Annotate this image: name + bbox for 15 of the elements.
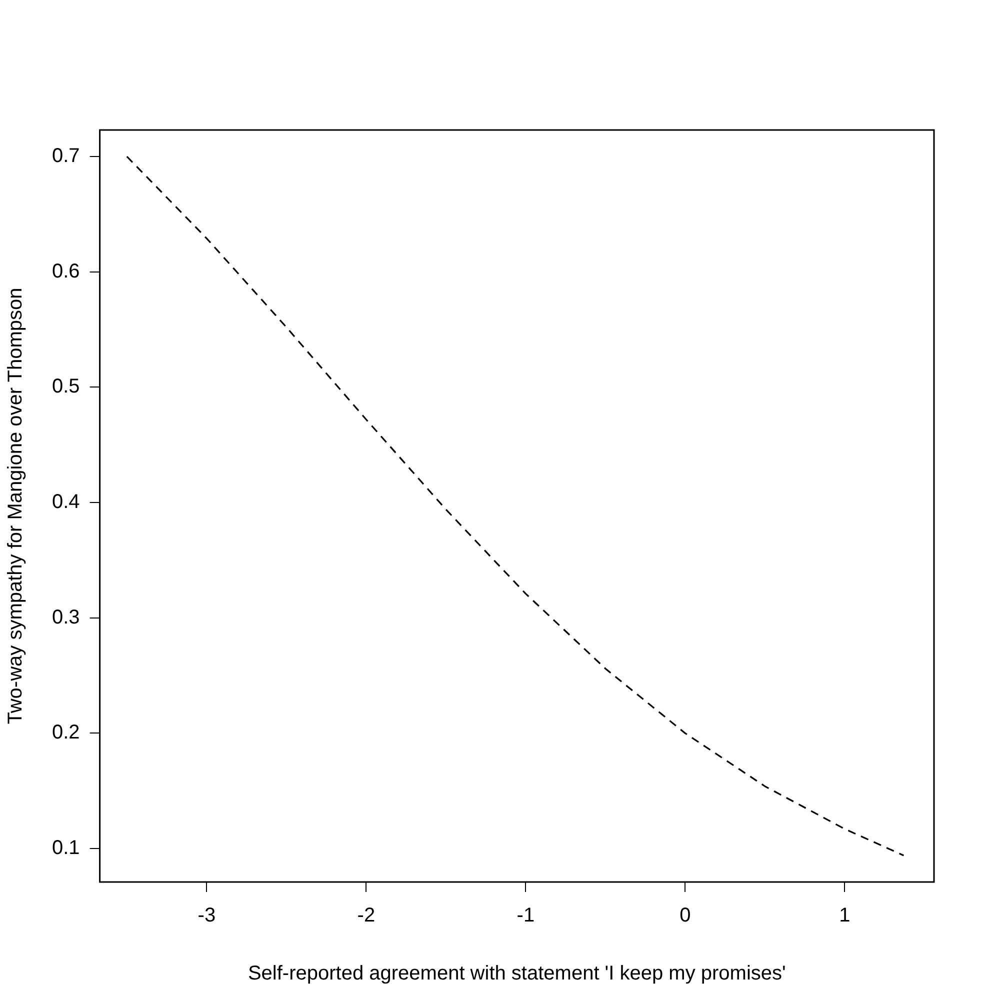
x-tick-label: -3 bbox=[198, 904, 216, 927]
x-tick-label: 0 bbox=[680, 904, 691, 927]
y-tick-label: 0.1 bbox=[52, 837, 80, 860]
x-axis-title: Self-reported agreement with statement 'I keep my promises' bbox=[248, 962, 786, 985]
y-tick-label: 0.7 bbox=[52, 145, 80, 168]
line-series bbox=[126, 156, 904, 856]
y-axis-title: Two-way sympathy for Mangione over Thompson bbox=[4, 288, 27, 724]
y-tick-label: 0.6 bbox=[52, 260, 80, 282]
y-tick-label: 0.4 bbox=[52, 491, 80, 514]
y-tick-label: 0.2 bbox=[52, 722, 80, 744]
y-tick-label: 0.3 bbox=[52, 606, 80, 628]
x-tick-label: -1 bbox=[516, 904, 535, 927]
x-tick-label: 1 bbox=[839, 904, 850, 927]
y-tick-label: 0.5 bbox=[52, 376, 80, 398]
x-tick-label: -2 bbox=[357, 904, 376, 927]
